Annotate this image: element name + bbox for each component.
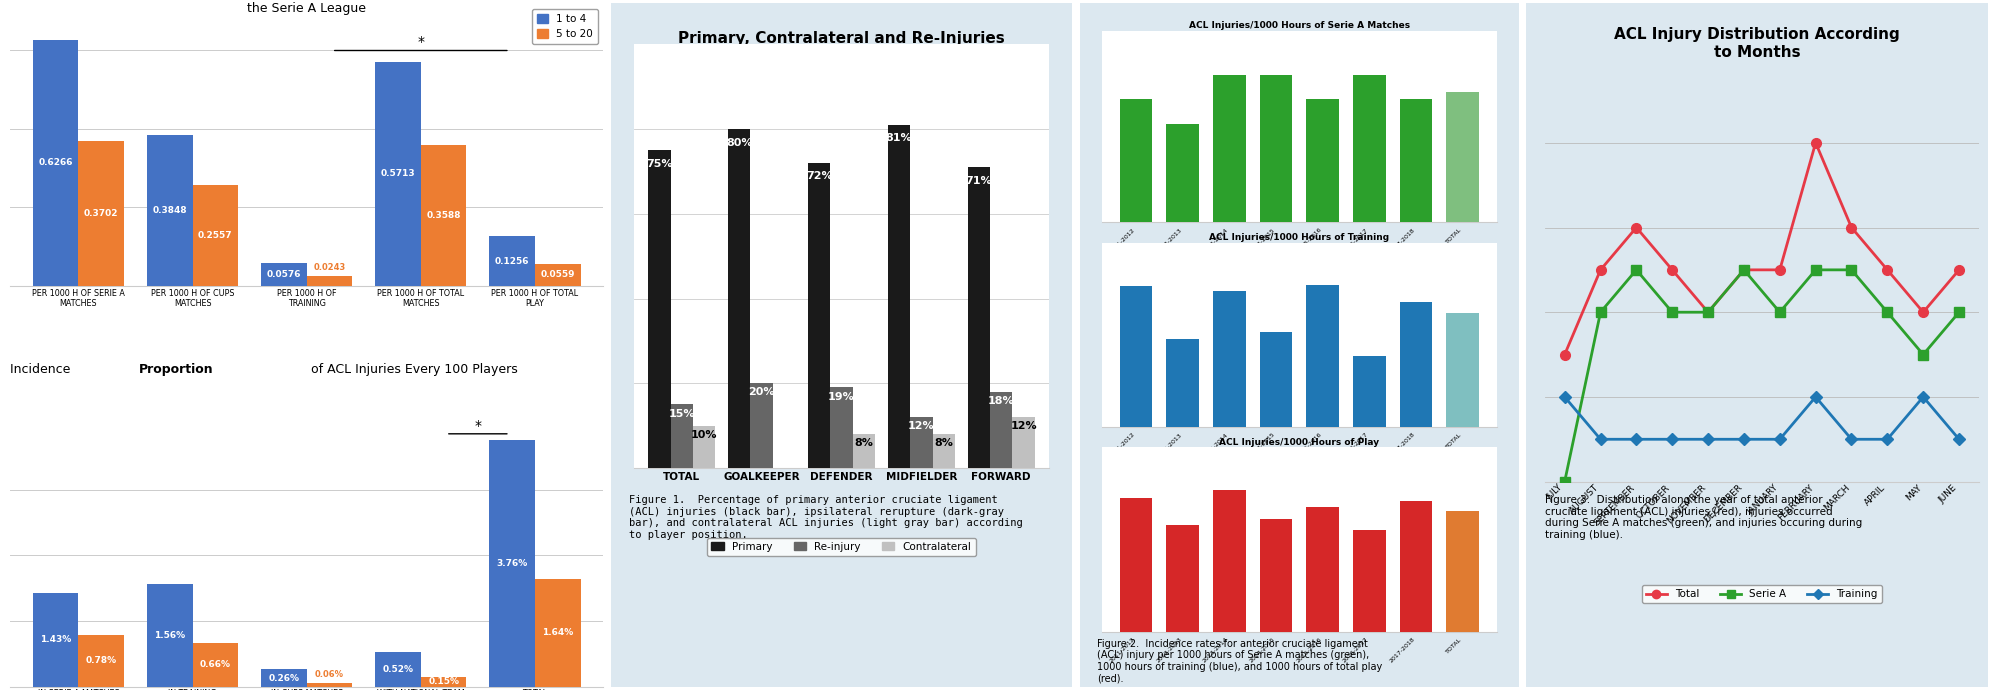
Text: 0.0576: 0.0576 [266, 270, 302, 279]
Text: 3.76%: 3.76% [496, 559, 527, 568]
Bar [422, 145, 466, 286]
Text: ACL Injury Distribution According
to Months: ACL Injury Distribution According to Mon… [1614, 28, 1900, 60]
Text: 0.3848: 0.3848 [152, 206, 188, 215]
Bar [78, 635, 124, 687]
Text: 0.78%: 0.78% [86, 656, 116, 665]
Text: Incidence: Incidence [10, 363, 74, 376]
Bar [148, 584, 192, 687]
Text: 0.66%: 0.66% [200, 660, 232, 669]
Bar [192, 643, 238, 687]
Text: Primary, Contralateral and Re-Injuries
in Different Roles: Primary, Contralateral and Re-Injuries i… [677, 31, 1005, 63]
Text: 0.0559: 0.0559 [541, 270, 575, 279]
Bar [376, 61, 422, 286]
Text: 0.1256: 0.1256 [496, 257, 529, 266]
Text: 0.26%: 0.26% [268, 673, 300, 682]
Text: 0.0243: 0.0243 [314, 264, 346, 273]
Bar [262, 669, 306, 687]
Text: Proportion: Proportion [140, 363, 214, 376]
Text: *: * [418, 34, 424, 48]
Bar [192, 186, 238, 286]
Bar [535, 264, 581, 286]
Text: 0.3702: 0.3702 [84, 208, 118, 217]
Bar [262, 263, 306, 286]
Text: *: * [474, 419, 482, 433]
Bar [306, 276, 352, 286]
Text: Figure 1.  Percentage of primary anterior cruciate ligament
(ACL) injuries (blac: Figure 1. Percentage of primary anterior… [629, 495, 1023, 540]
Bar [32, 593, 78, 687]
Text: Figure 2.  Incidence rates for anterior cruciate ligament
(ACL) injury per 1000 : Figure 2. Incidence rates for anterior c… [1097, 639, 1383, 684]
Text: 0.2557: 0.2557 [198, 231, 232, 240]
Text: 0.3588: 0.3588 [426, 211, 462, 220]
Text: 0.5713: 0.5713 [382, 169, 416, 178]
Bar [422, 677, 466, 687]
Text: 1.43%: 1.43% [40, 635, 72, 644]
Bar [306, 682, 352, 687]
Bar [490, 440, 535, 687]
Bar [32, 40, 78, 286]
Text: 0.6266: 0.6266 [38, 159, 72, 168]
Legend: 1 to 4, 5 to 20: 1 to 4, 5 to 20 [531, 9, 597, 44]
Text: 0.15%: 0.15% [428, 677, 460, 686]
Text: 0.06%: 0.06% [316, 670, 344, 680]
Text: 1.56%: 1.56% [154, 631, 186, 640]
Bar [490, 237, 535, 286]
Text: of ACL Injuries Every 100 Players: of ACL Injuries Every 100 Players [306, 363, 517, 376]
Text: 1.64%: 1.64% [541, 628, 573, 638]
Bar [376, 653, 422, 687]
Text: the Serie A League: the Serie A League [248, 2, 366, 14]
Bar [78, 141, 124, 286]
Text: 0.52%: 0.52% [382, 665, 414, 674]
Bar [535, 579, 581, 687]
Text: Figure 3.  Distribution along the year of total anterior
cruciate ligament (ACL): Figure 3. Distribution along the year of… [1544, 495, 1862, 540]
Bar [148, 135, 192, 286]
